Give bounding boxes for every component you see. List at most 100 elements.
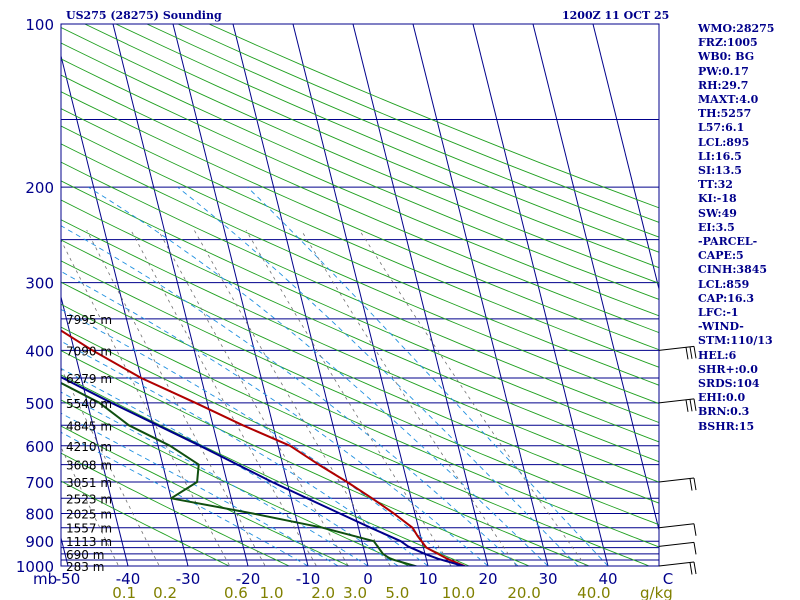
dry-adiabat — [61, 480, 230, 566]
wind-barb-flag — [685, 399, 689, 412]
wind-barb — [658, 398, 697, 412]
height-label: 5540 m — [66, 397, 112, 411]
index-item: SW:49 — [698, 206, 737, 220]
wind-barb-flag — [689, 562, 693, 575]
dry-adiabat — [61, 326, 590, 566]
dewpoint-profile — [61, 381, 419, 566]
dry-adiabat — [61, 42, 659, 300]
moist-adiabat — [61, 431, 309, 566]
height-label: 7995 m — [66, 313, 112, 327]
temperature-tick-label: -40 — [116, 570, 141, 588]
temperature-tick-label: -10 — [296, 570, 321, 588]
temperature-tick-label: 30 — [538, 570, 557, 588]
index-item: RH:29.7 — [698, 78, 749, 92]
index-item: L57:6.1 — [698, 121, 745, 135]
wind-barb-flag — [689, 399, 693, 412]
mixing-ratio-label: 5.0 — [385, 584, 409, 600]
isotherm-line — [232, 24, 369, 566]
index-item: EI:3.5 — [698, 220, 735, 234]
temperature-tick-label: 10 — [418, 570, 437, 588]
index-item: CAP:16.3 — [698, 291, 755, 305]
isotherm-line — [61, 294, 129, 566]
pressure-tick-label: 500 — [25, 395, 54, 413]
dry-adiabat — [61, 74, 659, 334]
pressure-tick-label: 300 — [25, 275, 54, 293]
index-item: HEL:6 — [698, 348, 737, 362]
wind-barb-flag — [693, 398, 697, 411]
moist-adiabat — [247, 186, 609, 566]
height-label: 6279 m — [66, 372, 112, 386]
height-label: 283 m — [66, 560, 104, 574]
mixing-ratio-line — [359, 229, 587, 566]
dry-adiabat — [61, 350, 530, 566]
dry-adiabat — [61, 108, 659, 368]
isotherm-line — [352, 24, 489, 566]
height-label: 3608 m — [66, 459, 112, 473]
moist-adiabat — [177, 186, 579, 566]
dry-adiabat — [115, 24, 659, 253]
temperature-profile — [61, 329, 468, 566]
moist-adiabat — [61, 367, 399, 566]
mixing-ratio-line — [61, 446, 119, 566]
index-item: CINH:3845 — [698, 263, 768, 277]
temperature-tick-label: -50 — [56, 570, 81, 588]
dry-adiabat — [61, 27, 659, 284]
chart-title: US275 (28275) Sounding — [66, 9, 222, 22]
index-item: WMO:28275 — [698, 22, 775, 35]
temperature-tick-label: -20 — [236, 570, 261, 588]
isotherm-line — [592, 24, 659, 292]
moist-adiabat — [61, 270, 489, 566]
wind-barb — [658, 345, 697, 360]
index-item: WB0: BG — [698, 50, 755, 64]
temperature-tick-label: -30 — [176, 570, 201, 588]
pressure-tick-label: 900 — [25, 533, 54, 551]
dry-adiabat — [61, 143, 659, 405]
temperature-tick-label: C — [663, 570, 673, 588]
moist-adiabat — [61, 412, 339, 566]
pressure-tick-label: 1000 — [16, 558, 54, 576]
moist-adiabat — [88, 186, 549, 566]
mixing-ratio-line — [245, 229, 452, 566]
dry-adiabat — [61, 260, 659, 526]
dry-adiabat — [61, 281, 659, 548]
height-label: 3051 m — [66, 476, 112, 490]
stability-indices-panel: WMO:28275 FRZ:1005 WB0: BG PW:0.17 RH:29.7 MA… — [698, 22, 798, 434]
wind-barb-staff — [658, 523, 695, 529]
mixing-ratio-line — [61, 367, 160, 566]
mixing-ratio-label: 1.0 — [260, 584, 284, 600]
pressure-tick-label: 600 — [25, 438, 54, 456]
index-item: CAPE:5 — [698, 249, 744, 263]
wind-barb — [658, 477, 697, 491]
index-item: LCL:895 — [698, 135, 750, 149]
wind-barb-flag — [693, 346, 697, 359]
mixing-ratio-label: 10.0 — [442, 584, 475, 600]
isotherm-line — [172, 24, 309, 566]
temperature-tick-label: 20 — [478, 570, 497, 588]
pressure-tick-label: 700 — [25, 474, 54, 492]
pressure-tick-label: 200 — [25, 179, 54, 197]
index-item: LFC:-1 — [698, 306, 739, 320]
dry-adiabat — [61, 425, 350, 566]
dry-adiabat — [61, 452, 290, 566]
height-label: 2523 m — [66, 492, 112, 506]
mixing-ratio-unit-label: g/kg — [640, 584, 673, 600]
temperature-tick-label: 0 — [363, 570, 373, 588]
dry-adiabat — [61, 180, 659, 443]
chart-timestamp: 1200Z 11 OCT 25 — [562, 9, 670, 22]
mixing-ratio-label: 0.1 — [112, 584, 136, 600]
wind-barb-flag — [693, 477, 697, 491]
isotherm-line — [112, 24, 249, 566]
wind-barb-staff — [658, 398, 695, 404]
dry-adiabat — [61, 374, 470, 566]
wind-barb-staff — [658, 541, 695, 547]
mixing-ratio-line — [130, 229, 317, 566]
wind-barb-flag — [689, 478, 693, 491]
pressure-tick-label: 800 — [25, 505, 54, 523]
height-label: 4845 m — [66, 419, 112, 433]
temperature-tick-label: 40 — [598, 570, 617, 588]
height-label: 1557 m — [66, 522, 112, 536]
index-item: LCL:859 — [698, 277, 750, 291]
wind-barb — [658, 523, 697, 536]
plot-frame — [60, 23, 660, 567]
